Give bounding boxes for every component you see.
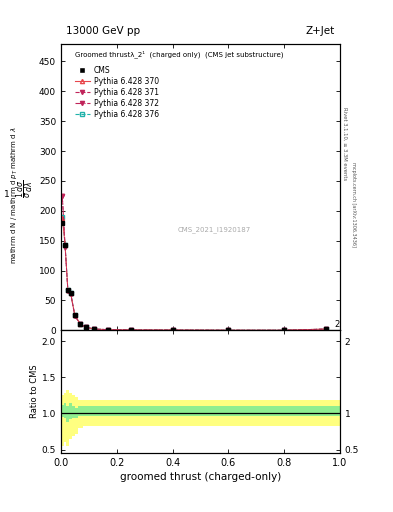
Text: Groomed thrustλ_2¹  (charged only)  (CMS jet substructure): Groomed thrustλ_2¹ (charged only) (CMS j… bbox=[75, 51, 283, 58]
Text: Rivet 3.1.10, ≥ 3.3M events: Rivet 3.1.10, ≥ 3.3M events bbox=[343, 106, 347, 180]
Text: CMS_2021_I1920187: CMS_2021_I1920187 bbox=[178, 226, 251, 233]
Text: Z+Jet: Z+Jet bbox=[305, 26, 334, 36]
Text: 2: 2 bbox=[335, 320, 340, 329]
Text: 2: 2 bbox=[61, 334, 66, 343]
X-axis label: groomed thrust (charged-only): groomed thrust (charged-only) bbox=[120, 472, 281, 482]
Y-axis label: Ratio to CMS: Ratio to CMS bbox=[30, 365, 39, 418]
Text: mcplots.cern.ch [arXiv:1306.3436]: mcplots.cern.ch [arXiv:1306.3436] bbox=[351, 162, 356, 247]
Y-axis label: $\frac{1}{\sigma}\frac{d\sigma}{d\lambda}$  : $\frac{1}{\sigma}\frac{d\sigma}{d\lambda… bbox=[15, 175, 36, 199]
Text: 13000 GeV pp: 13000 GeV pp bbox=[66, 26, 141, 36]
Text: 1: 1 bbox=[4, 190, 10, 199]
Text: mathrm d N / mathrm d $p_T$ mathrm d $\lambda$: mathrm d N / mathrm d $p_T$ mathrm d $\l… bbox=[10, 125, 20, 264]
Legend: CMS, Pythia 6.428 370, Pythia 6.428 371, Pythia 6.428 372, Pythia 6.428 376: CMS, Pythia 6.428 370, Pythia 6.428 371,… bbox=[73, 65, 160, 120]
